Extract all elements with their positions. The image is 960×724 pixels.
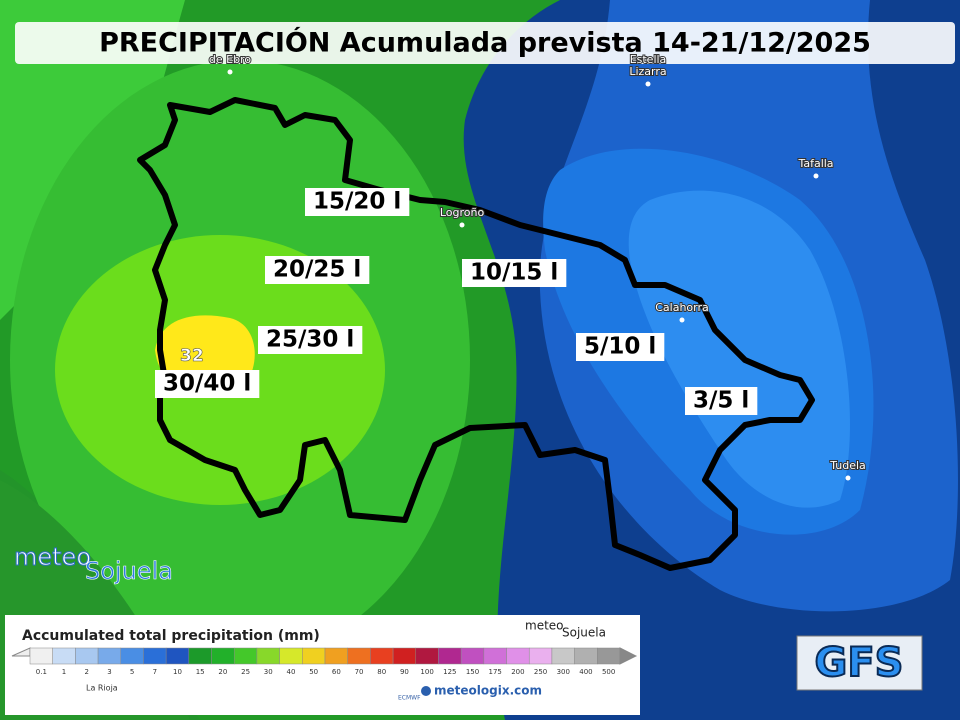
colorbar-cell bbox=[233, 647, 258, 665]
logo-text: Sojuela bbox=[85, 557, 173, 585]
legend-box bbox=[5, 615, 640, 715]
zone-label: 20/25 l bbox=[273, 257, 361, 283]
legend-site: meteologix.com bbox=[434, 684, 542, 698]
legend-scale-label: 150 bbox=[466, 668, 479, 676]
zone-label-box bbox=[305, 188, 410, 216]
legend-scale-label: 90 bbox=[400, 668, 409, 676]
colorbar-cell bbox=[528, 647, 553, 665]
colorbar-cell bbox=[392, 647, 417, 665]
place-dot bbox=[845, 475, 851, 481]
zone-label: 15/20 l bbox=[313, 189, 401, 215]
colorbar-cell bbox=[256, 647, 280, 665]
colorbar-cell bbox=[551, 647, 575, 665]
model-box bbox=[796, 635, 923, 691]
colorbar-cell bbox=[120, 647, 144, 665]
max-value: 32 bbox=[180, 346, 204, 366]
colorbar-cell bbox=[97, 647, 122, 665]
colorbar-cell bbox=[52, 647, 76, 665]
zone-label: 10/15 l bbox=[470, 260, 558, 286]
legend-scale-label: 60 bbox=[332, 668, 341, 676]
legend-scale-label: 15 bbox=[196, 668, 205, 676]
legend-scale-label: 200 bbox=[511, 668, 524, 676]
zone-label-box bbox=[258, 326, 363, 354]
place-name: Calahorra bbox=[655, 301, 709, 314]
legend-scale-label: 70 bbox=[355, 668, 364, 676]
legend-scale-label: 25 bbox=[241, 668, 250, 676]
colorbar-end bbox=[619, 647, 638, 665]
zone-label-box bbox=[462, 259, 567, 287]
legend-scale-label: 2 bbox=[84, 668, 88, 676]
colorbar-cell bbox=[143, 647, 167, 665]
colorbar-cell bbox=[75, 647, 99, 665]
colorbar-cell bbox=[460, 647, 485, 665]
colorbar-cell bbox=[302, 647, 326, 665]
logo-text: meteo bbox=[14, 543, 91, 571]
colorbar-cell bbox=[188, 647, 212, 665]
colorbar-cell bbox=[415, 647, 439, 665]
zone-area bbox=[628, 190, 850, 508]
zone-label-box bbox=[576, 333, 665, 361]
place-name: Tafalla bbox=[797, 157, 833, 170]
legend-source: ECMWF bbox=[398, 695, 421, 702]
legend-scale-label: 7 bbox=[153, 668, 157, 676]
zone-label-box bbox=[265, 256, 370, 284]
place-name: Logroño bbox=[440, 206, 485, 219]
place-dot bbox=[645, 69, 651, 75]
legend-scale-label: 250 bbox=[534, 668, 547, 676]
legend-scale-label: 30 bbox=[264, 668, 273, 676]
legend-icon bbox=[421, 686, 431, 696]
zone-label: 30/40 l bbox=[163, 371, 251, 397]
model-label: GFS bbox=[815, 640, 904, 686]
legend-logo: Sojuela bbox=[562, 626, 606, 640]
legend-scale-label: 10 bbox=[173, 668, 182, 676]
legend-scale-label: 1 bbox=[62, 668, 66, 676]
logo: meteo Sojuela bbox=[14, 543, 174, 586]
legend-scale-label: 50 bbox=[309, 668, 318, 676]
colorbar-cell bbox=[29, 647, 53, 665]
colorbar-cell bbox=[438, 647, 462, 665]
legend-scale-label: 40 bbox=[287, 668, 296, 676]
colorbar-cell bbox=[324, 647, 348, 665]
zone-label: 3/5 l bbox=[693, 388, 749, 414]
legend-scale-label: 300 bbox=[557, 668, 570, 676]
place-name: Estella bbox=[630, 53, 667, 66]
place-dot bbox=[645, 81, 651, 87]
legend-scale-label: 100 bbox=[420, 668, 433, 676]
zone-label: 25/30 l bbox=[266, 327, 354, 353]
legend-scale-label: 20 bbox=[218, 668, 227, 676]
place-dot bbox=[459, 222, 465, 228]
zone-label-box bbox=[155, 370, 260, 398]
title-bar bbox=[15, 22, 955, 64]
legend-title: Accumulated total precipitation (mm) bbox=[22, 628, 320, 644]
legend-scale-label: 0.1 bbox=[36, 668, 47, 676]
colorbar-cell bbox=[574, 647, 598, 665]
legend-scale-label: 125 bbox=[443, 668, 456, 676]
colorbar-cell bbox=[483, 647, 507, 665]
colorbar-cell bbox=[211, 647, 235, 665]
colorbar-cell bbox=[279, 647, 303, 665]
place-name: Tudela bbox=[829, 459, 866, 472]
legend-scale-label: 80 bbox=[377, 668, 386, 676]
legend-region: La Rioja bbox=[86, 684, 118, 693]
place-dot bbox=[227, 69, 233, 75]
colorbar-cell bbox=[347, 647, 371, 665]
colorbar-cell bbox=[165, 647, 190, 665]
colorbar-cell bbox=[597, 647, 621, 665]
legend-scale-label: 500 bbox=[602, 668, 615, 676]
zone-label: 5/10 l bbox=[584, 334, 656, 360]
title: PRECIPITACIÓN Acumulada prevista 14-21/1… bbox=[99, 27, 871, 59]
legend-scale-label: 175 bbox=[489, 668, 502, 676]
place-name: Lizarra bbox=[629, 65, 666, 78]
legend-logo: meteo bbox=[525, 619, 564, 633]
colorbar-cell bbox=[370, 647, 394, 665]
legend-scale-label: 400 bbox=[579, 668, 592, 676]
place-name: de Ebro bbox=[209, 53, 251, 66]
place-dot bbox=[679, 317, 685, 323]
place-dot bbox=[813, 173, 819, 179]
colorbar-cell bbox=[506, 647, 530, 665]
zone-label-box bbox=[685, 387, 758, 415]
legend-scale-label: 5 bbox=[130, 668, 134, 676]
legend-scale-label: 3 bbox=[107, 668, 111, 676]
